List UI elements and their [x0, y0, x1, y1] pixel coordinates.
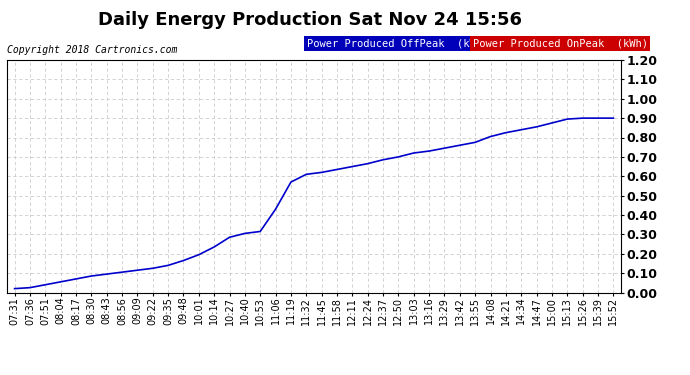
Text: Power Produced OnPeak  (kWh): Power Produced OnPeak (kWh) — [473, 38, 648, 48]
Text: Daily Energy Production Sat Nov 24 15:56: Daily Energy Production Sat Nov 24 15:56 — [99, 11, 522, 29]
Text: Power Produced OffPeak  (kWh): Power Produced OffPeak (kWh) — [307, 38, 489, 48]
Text: Copyright 2018 Cartronics.com: Copyright 2018 Cartronics.com — [7, 45, 177, 55]
